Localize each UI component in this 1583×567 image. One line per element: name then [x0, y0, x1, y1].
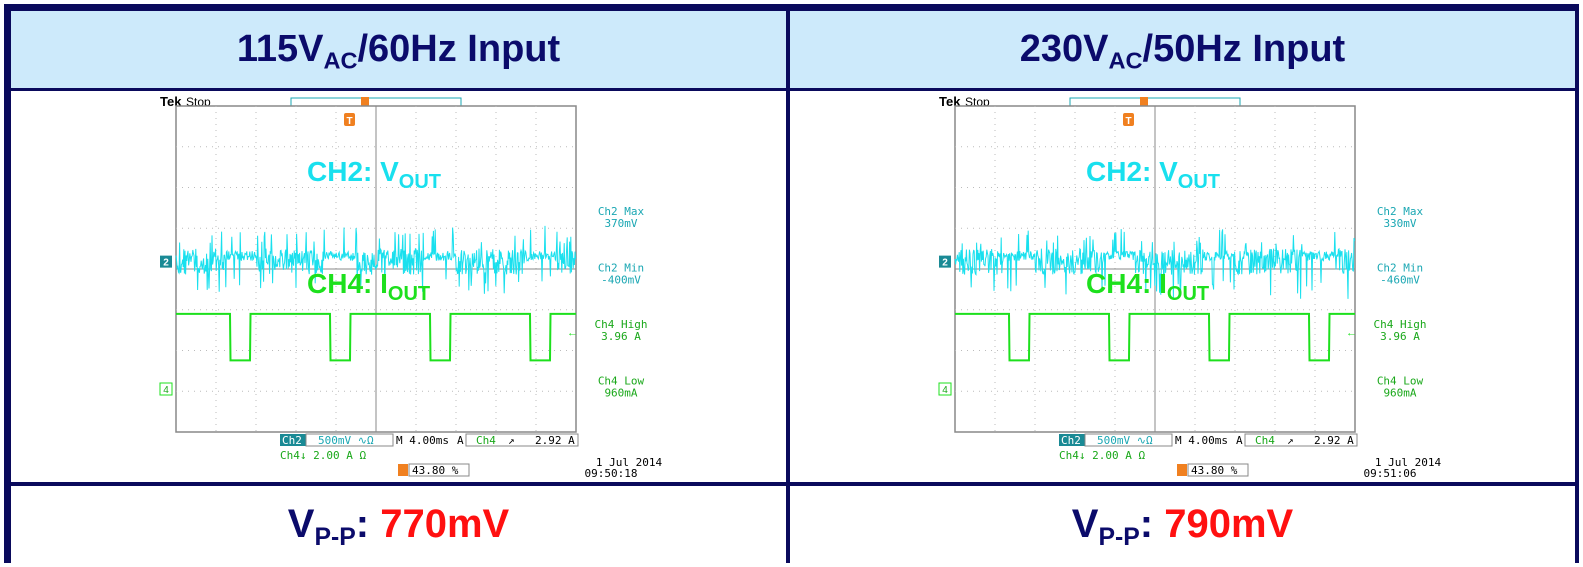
- ch2-setting-box: [1084, 433, 1173, 447]
- measurement-name: Ch2 Min: [598, 262, 644, 275]
- ch4-trace-label: CH4: IOUT: [307, 268, 430, 305]
- measurement-value: -460mV: [1380, 274, 1420, 287]
- ch2-trace-label: CH2: VOUT: [307, 156, 441, 193]
- trigger-position-box: [408, 463, 470, 477]
- trigger-marker-label: T: [346, 116, 352, 127]
- panel-1-vpp-value: 770mV: [380, 502, 510, 546]
- panel-2-header: 230VAC/50Hz Input: [790, 11, 1575, 88]
- ch2-setting-name: Ch2: [1061, 434, 1081, 447]
- panel-2-vpp: VP-P: 790mV: [1071, 502, 1294, 551]
- measurement-name: Ch2 Min: [1377, 262, 1423, 275]
- ch4-waveform: [176, 312, 576, 362]
- trigger-position: 43.80 %: [1191, 464, 1238, 477]
- ch2-waveform: [175, 225, 577, 294]
- trigger-marker-label: T: [1125, 116, 1131, 127]
- measurement-value: 960mA: [604, 387, 637, 400]
- trigger-marker-group: T: [344, 113, 355, 127]
- record-position-bar: [1069, 97, 1241, 107]
- measurement-name: Ch2 Max: [598, 205, 645, 218]
- trigger-marker-group: T: [1123, 113, 1134, 127]
- trigger-position-icon: [398, 464, 408, 476]
- ch2-setting-badge: [280, 434, 306, 446]
- trigger-slope: ↗: [508, 434, 515, 447]
- ch2-setting: 500mV ∿Ω: [318, 434, 374, 447]
- panel-2-scope-area: Tek Stop T CH2: VOUT CH4: IOUT 2 4 ← Ch2 Max 330m…: [790, 91, 1575, 482]
- ch4-marker: [159, 382, 173, 396]
- trigger-position-box: [1187, 463, 1249, 477]
- panel-2-title: 230VAC/50Hz Input: [1019, 28, 1346, 74]
- trigger-channel: Ch4: [1255, 434, 1275, 447]
- scope-time: 09:50:18: [585, 467, 638, 480]
- trigger-level-arrow: ←: [1346, 327, 1357, 339]
- measurement-name: Ch4 Low: [598, 375, 645, 388]
- trigger-position: 43.80 %: [412, 464, 459, 477]
- timebase: M 4.00ms: [1175, 434, 1228, 447]
- measurement-name: Ch2 Max: [1377, 205, 1424, 218]
- ch4-setting: Ch4↓ 2.00 A Ω: [1059, 449, 1145, 462]
- measurement-value: 960mA: [1383, 387, 1416, 400]
- panel-2-vpp-value: 790mV: [1164, 502, 1294, 546]
- trigger-marker: [344, 113, 355, 126]
- trigger-level: 2.92 A: [1314, 434, 1354, 447]
- ch4-trace-label: CH4: IOUT: [1086, 268, 1209, 305]
- scope-date: 1 Jul 2014: [596, 456, 663, 469]
- ch2-setting-name: Ch2: [282, 434, 302, 447]
- trigger-position-indicator: [361, 97, 369, 107]
- trigger-mode: A: [1236, 434, 1243, 447]
- measurement-name: Ch4 High: [1374, 318, 1427, 331]
- ch4-marker-label: 4: [942, 385, 948, 396]
- timebase: M 4.00ms: [396, 434, 449, 447]
- measurement-value: 3.96 A: [1380, 330, 1420, 343]
- panel-1-header: 115VAC/60Hz Input: [11, 11, 786, 88]
- ch4-marker: [938, 382, 952, 396]
- ch4-marker-label: 4: [163, 385, 169, 396]
- measurement-value: 370mV: [604, 217, 637, 230]
- ch2-setting-badge: [1059, 434, 1085, 446]
- ch2-setting: 500mV ∿Ω: [1097, 434, 1153, 447]
- ch2-waveform: [954, 229, 1356, 299]
- measurement-value: -400mV: [601, 274, 641, 287]
- ch2-marker-label: 2: [163, 258, 169, 269]
- panel-1-vpp: VP-P: 770mV: [287, 502, 510, 551]
- panel-1-scope-area: Tek Stop T CH2: VOUT CH4: IOUT 2 4 ← Ch2 Max 370m…: [11, 91, 786, 482]
- panel-2-footer: VP-P: 790mV: [790, 486, 1575, 563]
- trigger-marker: [1123, 113, 1134, 126]
- ch2-trace-label: CH2: VOUT: [1086, 156, 1220, 193]
- ch2-setting-box: [305, 433, 394, 447]
- measurement-value: 330mV: [1383, 217, 1416, 230]
- measurement-name: Ch4 High: [595, 318, 648, 331]
- scope-time: 09:51:06: [1364, 467, 1417, 480]
- ch4-waveform: [955, 312, 1355, 362]
- ch2-marker: [160, 255, 172, 268]
- trigger-position-indicator: [1140, 97, 1148, 107]
- trigger-position-icon: [1177, 464, 1187, 476]
- ch4-setting: Ch4↓ 2.00 A Ω: [280, 449, 366, 462]
- trigger-level-arrow: ←: [567, 327, 578, 339]
- measurement-name: Ch4 Low: [1377, 375, 1424, 388]
- scope-date: 1 Jul 2014: [1375, 456, 1442, 469]
- measurement-value: 3.96 A: [601, 330, 641, 343]
- trigger-level: 2.92 A: [535, 434, 575, 447]
- trigger-box: [465, 433, 579, 447]
- panel-1-title: 115VAC/60Hz Input: [236, 28, 561, 74]
- trigger-slope: ↗: [1287, 434, 1294, 447]
- record-position-bar: [290, 97, 462, 107]
- trigger-channel: Ch4: [476, 434, 496, 447]
- panel-1-footer: VP-P: 770mV: [11, 486, 786, 563]
- trigger-mode: A: [457, 434, 464, 447]
- ch2-marker-label: 2: [942, 258, 948, 269]
- trigger-box: [1244, 433, 1358, 447]
- ch2-marker: [939, 255, 951, 268]
